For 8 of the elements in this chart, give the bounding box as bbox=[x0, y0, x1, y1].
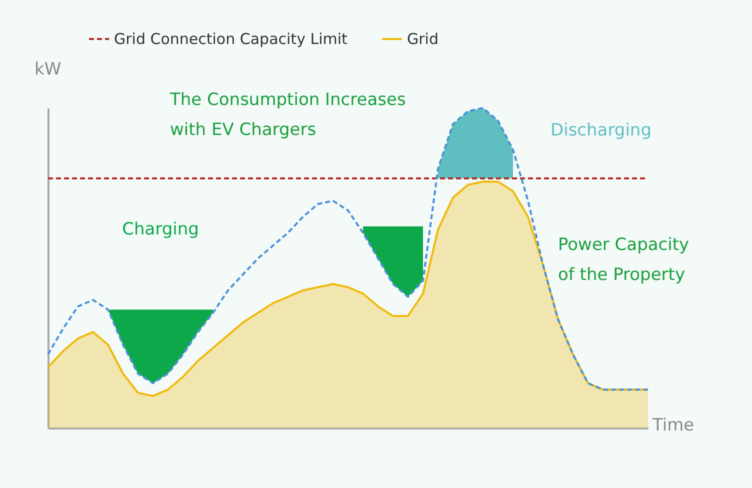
legend-label: Grid bbox=[407, 30, 438, 48]
annotation: Power Capacity of the Property bbox=[558, 235, 690, 285]
legend-label: Grid Connection Capacity Limit bbox=[114, 30, 348, 48]
x-axis-title: Time bbox=[652, 416, 694, 436]
annotation: The Consumption Increases with EV Chargers bbox=[169, 90, 406, 140]
text: Charging bbox=[122, 220, 199, 240]
text: Discharging bbox=[550, 120, 652, 140]
y-axis-title: kW bbox=[34, 60, 62, 80]
